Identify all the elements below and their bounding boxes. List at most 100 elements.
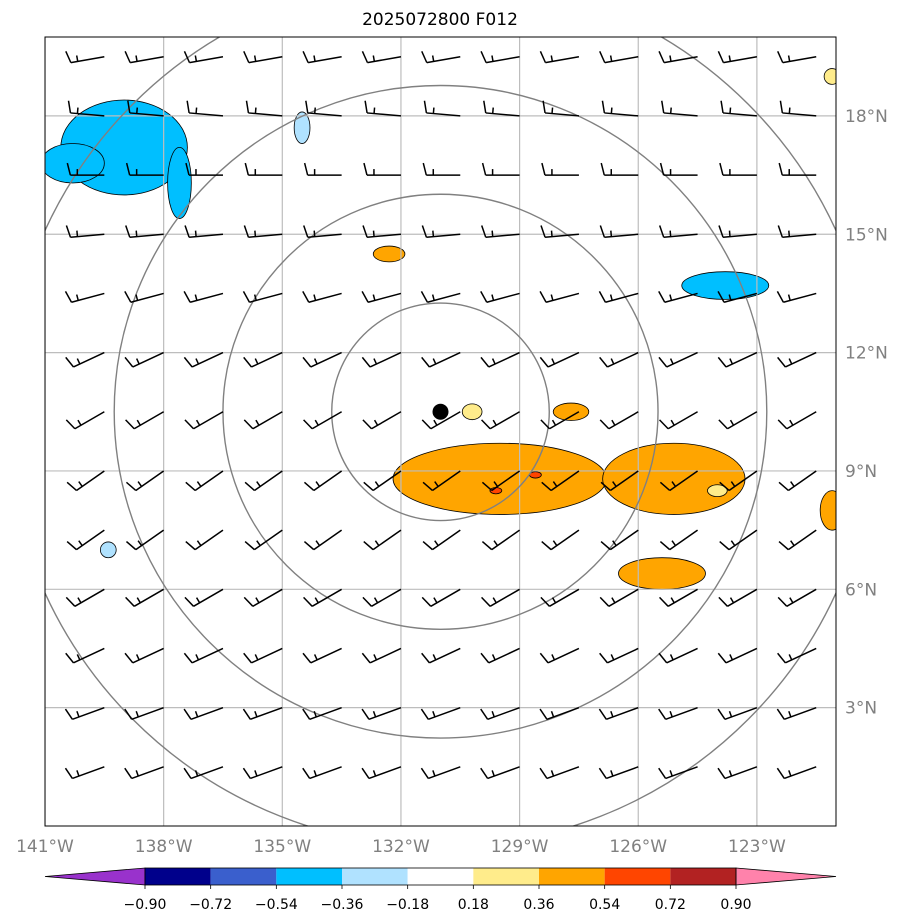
wind-barb (659, 529, 699, 551)
barb-shaft (550, 529, 580, 551)
wind-barb (184, 411, 224, 430)
barb-half-flag (255, 419, 260, 426)
wind-barb (480, 225, 520, 238)
barb-half-flag (728, 710, 733, 718)
barb-flag (718, 225, 724, 238)
barb-flag (658, 596, 669, 607)
barb-flag (242, 708, 251, 720)
barb-shaft (372, 470, 402, 492)
barb-flag (777, 652, 786, 664)
barb-flag (243, 225, 250, 238)
wind-barb (717, 706, 758, 720)
barb-shaft (191, 647, 224, 664)
wind-barb (243, 225, 283, 238)
barb-shaft (71, 292, 105, 303)
barb-half-flag (313, 55, 316, 62)
wind-barb (658, 766, 698, 780)
barb-flag (124, 767, 133, 779)
x-tick-label: 138°W (135, 837, 193, 857)
wind-barb (659, 470, 699, 492)
barb-shaft (724, 766, 758, 780)
barb-shaft (782, 55, 817, 64)
barb-flag (776, 767, 785, 779)
barb-shaft (431, 529, 461, 551)
barb-flag (183, 356, 193, 368)
barb-shaft (70, 112, 105, 117)
barb-shaft (73, 351, 105, 368)
barb-flag (480, 291, 488, 303)
barb-half-flag (671, 481, 677, 487)
wind-barb (717, 351, 758, 368)
barb-shaft (76, 470, 105, 492)
barb-shaft (427, 292, 461, 303)
barb-shaft (431, 470, 461, 492)
x-tick-label: 141°W (16, 837, 74, 857)
barb-flag (777, 596, 788, 607)
wind-barb (777, 51, 817, 64)
barb-shaft (488, 351, 520, 368)
barb-half-flag (135, 710, 139, 718)
barb-flag (481, 481, 493, 492)
barb-half-flag (314, 597, 319, 604)
barb-half-flag (788, 710, 792, 718)
barb-half-flag (135, 55, 138, 62)
barb-shaft (248, 112, 283, 117)
barb-half-flag (788, 230, 791, 237)
barb-half-flag (432, 107, 435, 114)
wind-barb (185, 162, 223, 176)
barb-shaft (786, 588, 817, 607)
colorbar-bin (276, 868, 342, 885)
barb-half-flag (728, 770, 733, 777)
barb-flag (242, 291, 251, 303)
wind-barb (778, 470, 817, 492)
barb-shaft (250, 706, 283, 720)
contour-region (372, 245, 406, 263)
barb-shaft (607, 647, 639, 664)
barb-shaft (45, 707, 46, 709)
barb-flag (362, 419, 373, 430)
wind-barb (481, 529, 521, 551)
wind-barb (66, 162, 105, 176)
barb-half-flag (787, 294, 791, 301)
barb-shaft (547, 647, 580, 664)
barb-flag (717, 356, 727, 368)
barb-shaft (487, 706, 520, 720)
barb-half-flag (135, 358, 140, 365)
barb-flag (303, 162, 309, 176)
barb-half-flag (372, 770, 377, 777)
barb-shaft (666, 647, 698, 664)
barb-half-flag (670, 597, 675, 604)
wind-barb (539, 766, 580, 780)
barb-flag (777, 225, 784, 238)
barb-shaft (249, 292, 283, 303)
wind-barb (539, 647, 580, 664)
wind-barb (600, 470, 639, 492)
wind-barb (363, 162, 401, 176)
wind-barb (243, 647, 283, 664)
barb-shaft (190, 766, 224, 780)
barb-shaft (72, 766, 105, 780)
barb-shaft (604, 112, 639, 117)
barb-flag (243, 51, 250, 63)
x-tick-label: 135°W (253, 837, 311, 857)
wind-barb (658, 291, 698, 303)
barb-half-flag (135, 770, 139, 777)
barb-flag (717, 51, 725, 63)
wind-barb (481, 588, 520, 607)
barb-shaft (372, 529, 402, 551)
barb-shaft (724, 706, 758, 720)
barb-shaft (549, 588, 580, 607)
barb-half-flag (77, 597, 82, 604)
barb-flag (483, 100, 487, 114)
barb-shaft (45, 234, 46, 236)
colorbar-bin (539, 868, 605, 885)
wind-barb (305, 100, 342, 117)
barb-shaft (129, 112, 164, 117)
contour-region (602, 442, 746, 515)
plot-frame (44, 36, 837, 827)
barb-shaft (665, 706, 698, 720)
colorbar-label: 0.54 (589, 897, 620, 913)
barb-half-flag (195, 358, 200, 365)
barb-flag (361, 708, 370, 720)
barb-flag (302, 356, 312, 368)
